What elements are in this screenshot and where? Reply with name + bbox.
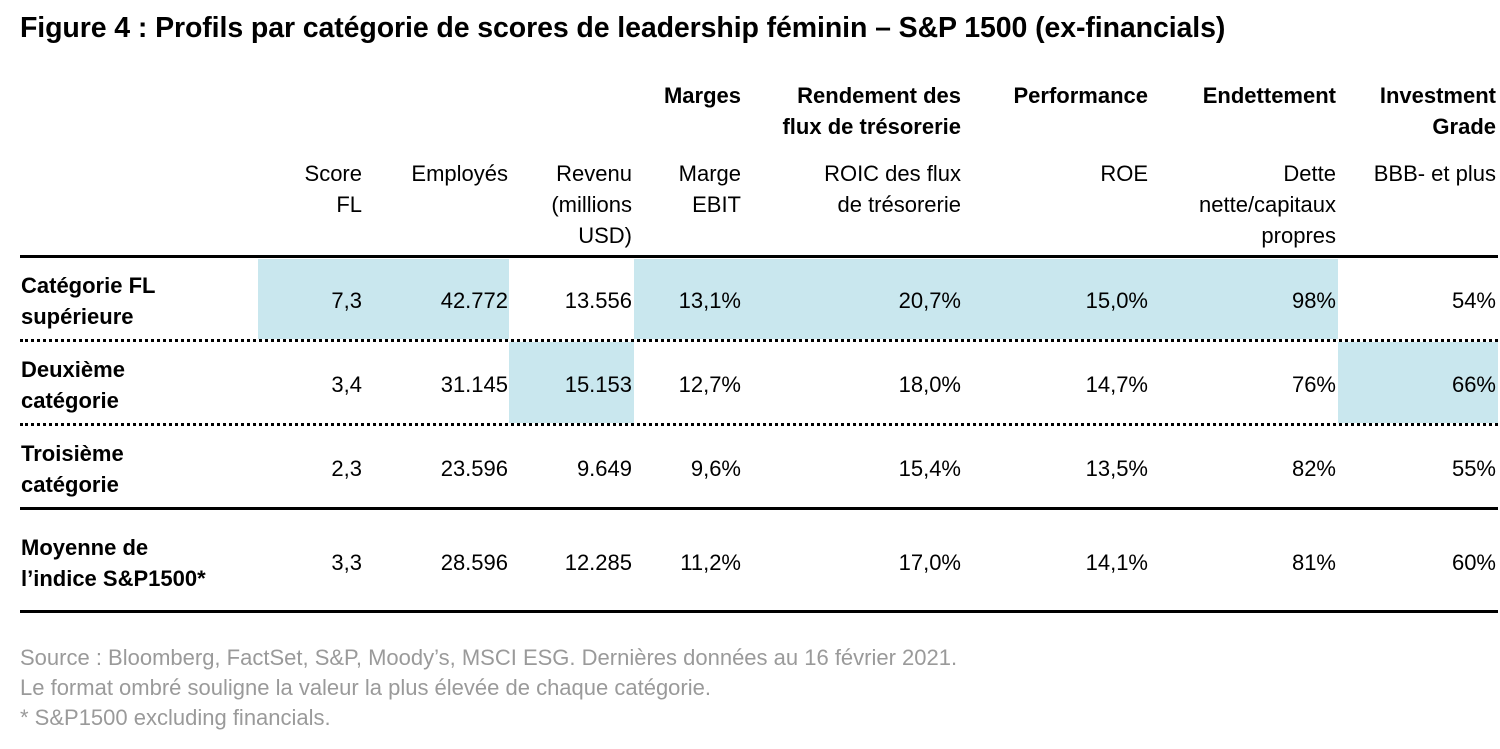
asterisk-note: * S&P1500 excluding financials. <box>20 705 331 730</box>
table-cell: 42.772 <box>440 288 508 313</box>
table-cell: 13,5% <box>1085 456 1148 481</box>
table-cell: 82% <box>1291 456 1336 481</box>
highlight-cell <box>968 259 1155 339</box>
row-separator <box>20 339 1498 342</box>
row-separator <box>20 423 1498 426</box>
table-cell: 23.596 <box>440 456 508 481</box>
table-cell: 55% <box>1451 456 1496 481</box>
column-header-employes: Employés <box>411 161 508 186</box>
group-header-rendement: Rendement des flux de trésorerie <box>782 83 961 139</box>
highlight-cell <box>370 259 509 339</box>
table-cell: 11,2% <box>680 550 741 575</box>
column-header-roe: ROE <box>1100 161 1148 186</box>
highlight-cell <box>1155 259 1338 339</box>
average-rule <box>20 507 1498 510</box>
group-header-investment-grade: Investment Grade <box>1379 83 1496 139</box>
highlight-cell <box>1338 342 1498 423</box>
highlight-cell <box>748 259 968 339</box>
highlight-cell <box>258 259 370 339</box>
group-header-marges: Marges <box>663 83 741 108</box>
footnotes: Source : Bloomberg, FactSet, S&P, Moody’… <box>20 643 957 733</box>
table-cell: 7,3 <box>331 288 362 313</box>
table-cell: 18,0% <box>898 372 961 397</box>
group-header-performance: Performance <box>1013 83 1148 108</box>
table-cell: 3,3 <box>331 550 362 575</box>
column-header-roic: ROIC des flux de trésorerie <box>824 161 961 217</box>
table-cell: 20,7% <box>898 288 961 313</box>
table-cell: 31.145 <box>440 372 508 397</box>
column-header-revenu: Revenu (millions USD) <box>551 161 632 248</box>
highlight-cell <box>634 259 748 339</box>
figure-title: Figure 4 : Profils par catégorie de scor… <box>20 12 1226 44</box>
table-cell: 15,4% <box>898 456 961 481</box>
table-cell: 81% <box>1291 550 1336 575</box>
table-cell: 2,3 <box>331 456 362 481</box>
header-rule <box>20 255 1498 258</box>
table-cell: 3,4 <box>331 372 362 397</box>
row-label-average: Moyenne de l’indice S&P1500* <box>21 535 206 591</box>
table-cell: 66% <box>1451 372 1496 397</box>
table-cell: 76% <box>1291 372 1336 397</box>
table-cell: 98% <box>1291 288 1336 313</box>
table-cell: 60% <box>1451 550 1496 575</box>
row-label-top: Catégorie FL supérieure <box>21 273 156 329</box>
row-label-second: Deuxième catégorie <box>21 357 125 413</box>
group-header-endettement: Endettement <box>1202 83 1336 108</box>
table-cell: 15,0% <box>1085 288 1148 313</box>
row-label-third: Troisième catégorie <box>21 441 124 497</box>
table-cell: 9,6% <box>690 456 741 481</box>
table-cell: 28.596 <box>440 550 508 575</box>
table-cell: 17,0% <box>898 550 961 575</box>
table-cell: 12,7% <box>678 372 741 397</box>
column-header-score: Score FL <box>304 161 362 217</box>
table-cell: 12.285 <box>564 550 632 575</box>
table-cell: 13.556 <box>564 288 632 313</box>
table-cell: 14,1% <box>1085 550 1148 575</box>
table-cell: 9.649 <box>576 456 632 481</box>
column-header-bbb: BBB- et plus <box>1373 161 1496 186</box>
table-cell: 54% <box>1451 288 1496 313</box>
source-note: Source : Bloomberg, FactSet, S&P, Moody’… <box>20 645 958 670</box>
highlight-cell <box>509 342 634 423</box>
column-header-marge: Marge EBIT <box>678 161 741 217</box>
shading-note: Le format ombré souligne la valeur la pl… <box>20 675 711 700</box>
column-header-dette: Dette nette/capitaux propres <box>1199 161 1336 248</box>
table-cell: 15.153 <box>564 372 632 397</box>
bottom-rule <box>20 610 1498 613</box>
table-cell: 14,7% <box>1085 372 1148 397</box>
table-cell: 13,1% <box>678 288 741 313</box>
